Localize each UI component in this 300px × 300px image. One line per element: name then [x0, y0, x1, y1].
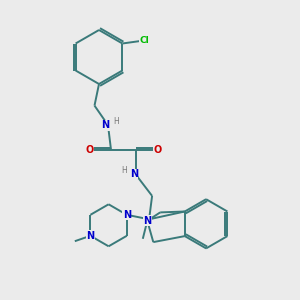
Text: Cl: Cl [139, 36, 149, 45]
Text: O: O [153, 145, 161, 155]
Text: N: N [101, 120, 110, 130]
Text: H: H [121, 166, 127, 175]
Text: N: N [86, 231, 94, 241]
Text: H: H [113, 117, 119, 126]
Text: N: N [123, 210, 131, 220]
Text: N: N [130, 169, 138, 179]
Text: O: O [85, 145, 94, 155]
Text: N: N [143, 216, 152, 226]
